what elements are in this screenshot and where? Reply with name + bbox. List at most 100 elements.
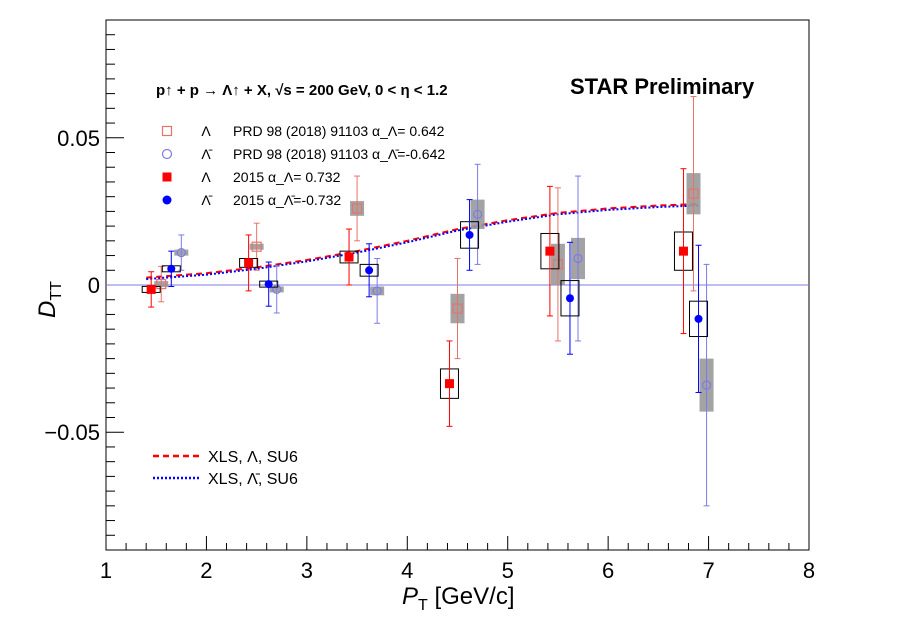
data-point (359, 243, 379, 298)
marker-open-circle (701, 380, 712, 390)
axis-ticks (105, 19, 810, 551)
data-point (686, 96, 701, 292)
data-points (141, 96, 714, 507)
legend-line-entry: XLS, Λ, SU6 (153, 449, 298, 466)
x-tick-label: 5 (502, 558, 514, 583)
marker-open-square (351, 203, 363, 214)
data-point (450, 258, 465, 360)
series-open-square (154, 96, 701, 360)
marker-filled-square (344, 252, 354, 262)
marker-open-circle (472, 209, 483, 219)
legend-particle: Λ̄ (201, 146, 212, 162)
marker-open-circle (372, 286, 382, 296)
data-point (470, 163, 485, 265)
theory-curve-lambda (146, 203, 699, 279)
marker-filled-square (162, 172, 172, 182)
y-tick-label: 0 (88, 273, 100, 298)
marker-filled-circle (465, 230, 474, 239)
data-point (174, 234, 189, 271)
x-tick-label: 3 (301, 558, 313, 583)
legend-particle: Λ (201, 169, 211, 185)
reaction-annotation: p↑ + p → Λ↑ + X, √s = 200 GeV, 0 < η < 1… (156, 82, 448, 99)
legend-entry: Λ 2015 α_Λ= 0.732 (162, 169, 341, 185)
marker-filled-square (444, 379, 454, 389)
legend-entry: Λ̄ 2015 α_Λ̄=-0.732 (162, 192, 341, 208)
data-point (439, 340, 459, 427)
legend-entry: Λ̄ PRD 98 (2018) 91103 α_Λ̄=-0.642 (161, 146, 445, 162)
legend: Λ PRD 98 (2018) 91103 α_Λ= 0.642 Λ̄ PRD 98 … (153, 123, 445, 488)
legend-label: PRD 98 (2018) 91103 α_Λ̄=-0.642 (233, 146, 445, 162)
legend-particle: Λ (201, 123, 211, 139)
data-point (571, 175, 586, 342)
legend-label: PRD 98 (2018) 91103 α_Λ= 0.642 (233, 123, 445, 139)
marker-filled-circle (167, 264, 176, 273)
marker-filled-square (678, 246, 688, 256)
marker-filled-circle (162, 195, 172, 205)
y-tick-label: 0.05 (57, 126, 100, 151)
marker-filled-square (146, 284, 156, 294)
data-point (154, 265, 169, 303)
x-tick-label: 6 (602, 558, 614, 583)
series-open-circle (174, 163, 714, 507)
y-axis-title: DTT (34, 281, 65, 318)
marker-filled-circle (365, 266, 374, 275)
marker-open-circle (573, 253, 583, 264)
marker-open-square (251, 241, 262, 252)
x-tick-label: 8 (803, 558, 815, 583)
theory-curves (146, 203, 699, 281)
y-axis-title-main: D (34, 301, 61, 318)
y-tick-labels: −0.05 0 0.05 (44, 126, 100, 445)
marker-open-circle (176, 248, 186, 258)
x-tick-labels: 1 2 3 4 5 6 7 8 (100, 558, 815, 583)
marker-filled-circle (565, 294, 574, 303)
data-point (699, 263, 714, 507)
legend-line-label: XLS, Λ, SU6 (208, 449, 298, 466)
data-point (550, 187, 565, 342)
legend-line-label: XLS, Λ̄, SU6 (208, 471, 298, 488)
y-axis-title-sub: TT (48, 281, 65, 301)
data-point (673, 168, 693, 335)
series-filled-circle (161, 199, 709, 393)
data-point (259, 261, 279, 307)
data-point (239, 234, 259, 292)
x-tick-label: 4 (401, 558, 413, 583)
data-point (350, 175, 365, 242)
legend-particle: Λ̄ (201, 192, 212, 208)
data-point (540, 185, 560, 317)
x-axis-title: PT [GeV/c] (402, 583, 515, 614)
data-point (141, 271, 161, 308)
data-point (339, 228, 359, 286)
marker-filled-square (244, 258, 254, 268)
legend-line-entry: XLS, Λ̄, SU6 (153, 471, 298, 488)
data-point (560, 241, 580, 355)
x-tick-label: 1 (100, 558, 112, 583)
data-point (689, 244, 709, 393)
data-point (161, 250, 181, 287)
data-point (460, 199, 480, 271)
series-filled-square (141, 168, 693, 427)
chart-title: STAR Preliminary (570, 74, 755, 99)
x-axis-title-unit: [GeV/c] (428, 583, 515, 610)
data-point (269, 265, 284, 314)
marker-filled-circle (264, 280, 273, 289)
marker-open-square (688, 188, 699, 199)
marker-open-square (161, 125, 173, 137)
legend-label: 2015 α_Λ= 0.732 (233, 169, 341, 185)
marker-filled-square (545, 246, 555, 256)
data-point (370, 258, 385, 324)
x-tick-label: 7 (702, 558, 714, 583)
x-tick-label: 2 (200, 558, 212, 583)
y-tick-label: −0.05 (44, 420, 100, 445)
marker-open-square (452, 303, 463, 314)
x-axis-title-main: P (402, 583, 418, 610)
marker-open-circle (272, 284, 282, 295)
marker-open-circle (161, 148, 173, 160)
legend-entry: Λ PRD 98 (2018) 91103 α_Λ= 0.642 (161, 123, 445, 139)
data-point (249, 222, 264, 271)
x-axis-title-sub: T (418, 597, 428, 614)
theory-curve-antilambda (146, 204, 699, 281)
marker-filled-circle (694, 314, 703, 323)
legend-label: 2015 α_Λ̄=-0.732 (233, 192, 341, 208)
